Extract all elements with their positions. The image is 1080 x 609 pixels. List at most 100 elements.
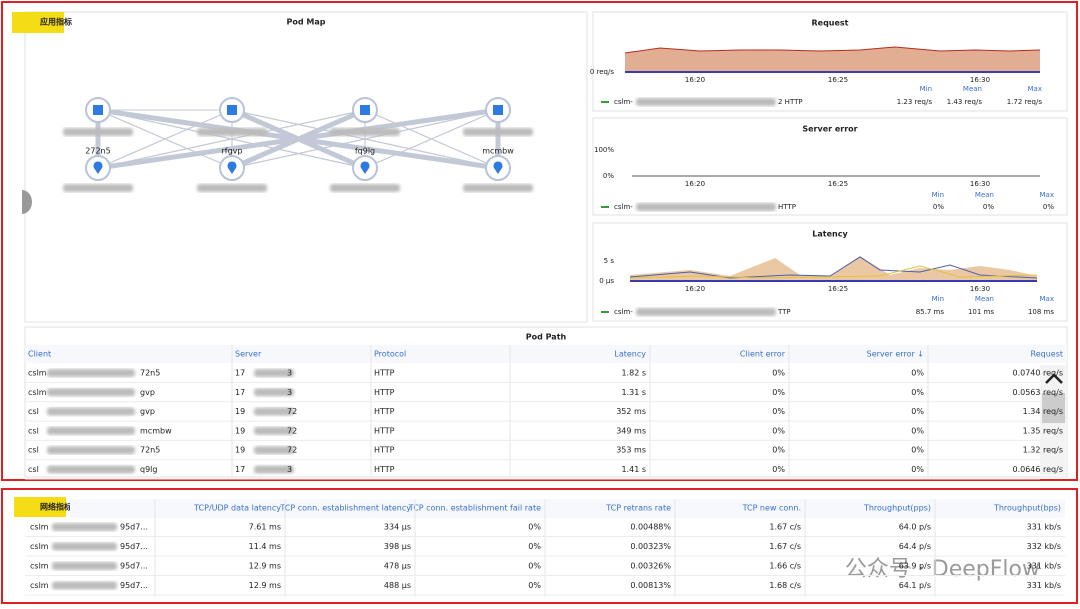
table-cell: 0.0740 req/s (1012, 369, 1063, 378)
table-cell: 63.9 p/s (899, 562, 931, 571)
blurred-text (330, 128, 400, 136)
blurred-text (63, 184, 133, 192)
stat-value: 0% (1043, 203, 1054, 211)
x-tick-label: 16:30 (970, 180, 990, 188)
legend-suffix: 2 HTTP (778, 98, 803, 106)
table-cell: 0.00813% (630, 581, 671, 590)
table-cell: 0% (528, 562, 541, 571)
stat-value: 85.7 ms (916, 308, 945, 316)
blurred-text (636, 308, 776, 316)
endpoint-icon (360, 161, 370, 174)
blurred-text (52, 581, 117, 590)
blurred-text (254, 446, 294, 455)
node-label: mcmbw (482, 147, 514, 156)
table-cell: 1.34 req/s (1023, 407, 1063, 416)
cell-prefix: 19 (235, 426, 245, 435)
cell-prefix: csl (28, 407, 39, 416)
table-cell: HTTP (374, 369, 395, 378)
table-header-bg (70, 499, 1065, 518)
x-tick-label: 16:25 (828, 180, 848, 188)
table-cell: 0% (911, 369, 924, 378)
table-cell: 64.4 p/s (899, 542, 931, 551)
table-cell: 0% (772, 388, 785, 397)
app-section-frame (1, 1, 1078, 481)
cell-prefix: 19 (235, 446, 245, 455)
cell-prefix: csl (28, 426, 39, 435)
table-cell: 1.82 s (621, 369, 646, 378)
column-header: TCP/UDP data latency (193, 504, 281, 513)
stat-header: Min (920, 85, 932, 93)
cell-suffix: 95d7... (120, 562, 148, 571)
x-tick-label: 16:25 (828, 285, 848, 293)
blurred-text (254, 407, 294, 416)
stat-header: Max (1028, 85, 1042, 93)
legend-suffix: HTTP (778, 203, 796, 211)
cell-suffix: 95d7... (120, 523, 148, 532)
stat-value: 101 ms (968, 308, 994, 316)
blurred-text (47, 446, 135, 455)
cell-suffix: 72n5 (140, 369, 160, 378)
table-cell: 398 μs (384, 542, 411, 551)
table-cell: 1.35 req/s (1023, 426, 1063, 435)
cell-suffix: gvp (140, 388, 155, 397)
y-tick-label: 0 req/s (590, 68, 615, 76)
section-label: 网络指标 (40, 502, 72, 512)
legend-suffix: TTP (777, 308, 791, 316)
blurred-text (47, 388, 135, 397)
table-cell: 64.0 p/s (899, 523, 931, 532)
y-tick-label: 0 μs (599, 277, 614, 285)
blurred-text (197, 184, 267, 192)
column-header: Throughput(pps) (863, 504, 931, 513)
blurred-text (254, 465, 294, 474)
blurred-text (463, 184, 533, 192)
table-cell: 349 ms (616, 426, 646, 435)
stat-header: Mean (963, 85, 982, 93)
stat-header: Mean (975, 191, 994, 199)
endpoint-icon (493, 161, 503, 174)
endpoint-icon (227, 161, 237, 174)
pod-icon (360, 105, 370, 115)
stat-value: 1.43 req/s (947, 98, 983, 106)
endpoint-icon (93, 161, 103, 174)
table-cell: 331 kb/s (1027, 523, 1061, 532)
table-cell: 1.41 s (621, 465, 646, 474)
cell-suffix: 3 (287, 465, 292, 474)
cell-suffix: 72 (287, 426, 297, 435)
column-header: TCP retrans rate (605, 504, 671, 513)
table-cell: 1.32 req/s (1023, 446, 1063, 455)
table-cell: 0% (528, 581, 541, 590)
panel-title: Latency (812, 230, 848, 239)
cell-prefix: 17 (235, 369, 245, 378)
table-header-bg (25, 345, 1067, 363)
table-cell: 488 μs (384, 581, 411, 590)
x-tick-label: 16:30 (970, 285, 990, 293)
blurred-text (52, 523, 117, 531)
stat-value: 0% (983, 203, 994, 211)
stat-header: Min (932, 295, 944, 303)
table-cell: 0% (911, 446, 924, 455)
node-label: fq9lg (355, 147, 375, 156)
table-cell: 12.9 ms (249, 562, 281, 571)
column-header: Client error (740, 350, 786, 359)
cell-suffix: gvp (140, 407, 155, 416)
watermark: 公众号 · DeepFlow (845, 557, 1040, 582)
section-tag (12, 12, 64, 33)
cell-suffix: 72 (287, 446, 297, 455)
column-header: Client (28, 350, 51, 359)
blurred-text (47, 407, 135, 416)
column-header: TCP new conn. (742, 504, 801, 513)
scroll-thumb[interactable] (1042, 393, 1065, 423)
column-header: Latency (614, 350, 646, 359)
y-tick-label: 100% (594, 146, 614, 154)
x-tick-label: 16:20 (685, 180, 705, 188)
table-cell: 0.00488% (630, 523, 671, 532)
scroll-up[interactable] (1045, 373, 1063, 384)
blurred-text (52, 542, 117, 551)
column-header: Throughput(bps) (993, 504, 1061, 513)
blurred-text (254, 369, 294, 377)
table-cell: 352 ms (616, 407, 646, 416)
stat-value: 0% (933, 203, 944, 211)
column-header: Server error ↓ (867, 350, 924, 359)
table-cell: HTTP (374, 407, 395, 416)
